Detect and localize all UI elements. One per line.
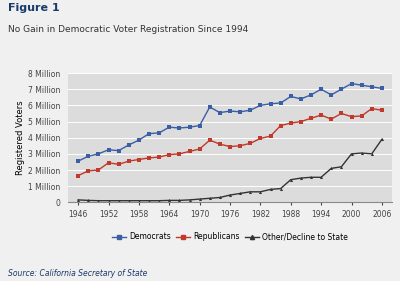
Text: Source: California Secretary of State: Source: California Secretary of State xyxy=(8,269,147,278)
Text: Figure 1: Figure 1 xyxy=(8,3,60,13)
Legend: Democrats, Republicans, Other/Decline to State: Democrats, Republicans, Other/Decline to… xyxy=(109,229,351,244)
Text: No Gain in Democratic Voter Registration Since 1994: No Gain in Democratic Voter Registration… xyxy=(8,25,248,34)
Y-axis label: Registered Voters: Registered Voters xyxy=(16,100,25,175)
